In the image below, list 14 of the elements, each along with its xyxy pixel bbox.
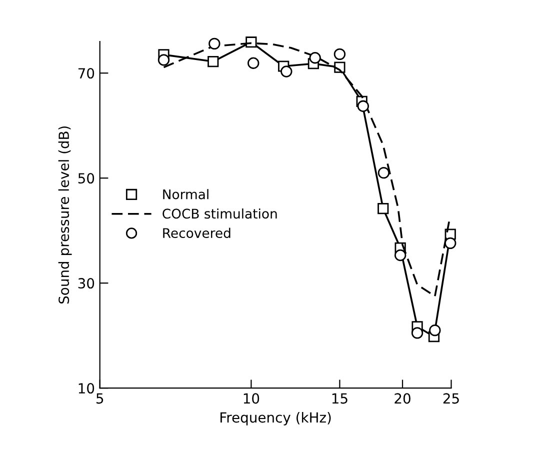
- x-axis-title: Frequency (kHz): [220, 412, 331, 426]
- legend-label: Recovered: [163, 228, 230, 238]
- y-axis-title: Sound pressure level (dB): [58, 126, 72, 304]
- x-tick-label: 5: [96, 393, 104, 404]
- y-tick-label: 30: [78, 278, 94, 289]
- y-tick-label: 10: [78, 383, 94, 394]
- y-tick-label: 70: [78, 68, 94, 79]
- x-tick-label: 25: [443, 393, 459, 404]
- x-tick-label: 20: [394, 393, 410, 404]
- x-tick-label: 10: [244, 393, 260, 404]
- y-tick-label: 50: [78, 173, 94, 184]
- legend-label: COCB stimulation: [162, 208, 277, 219]
- legend-label: Normal: [163, 189, 208, 200]
- x-tick-label: 15: [332, 393, 348, 404]
